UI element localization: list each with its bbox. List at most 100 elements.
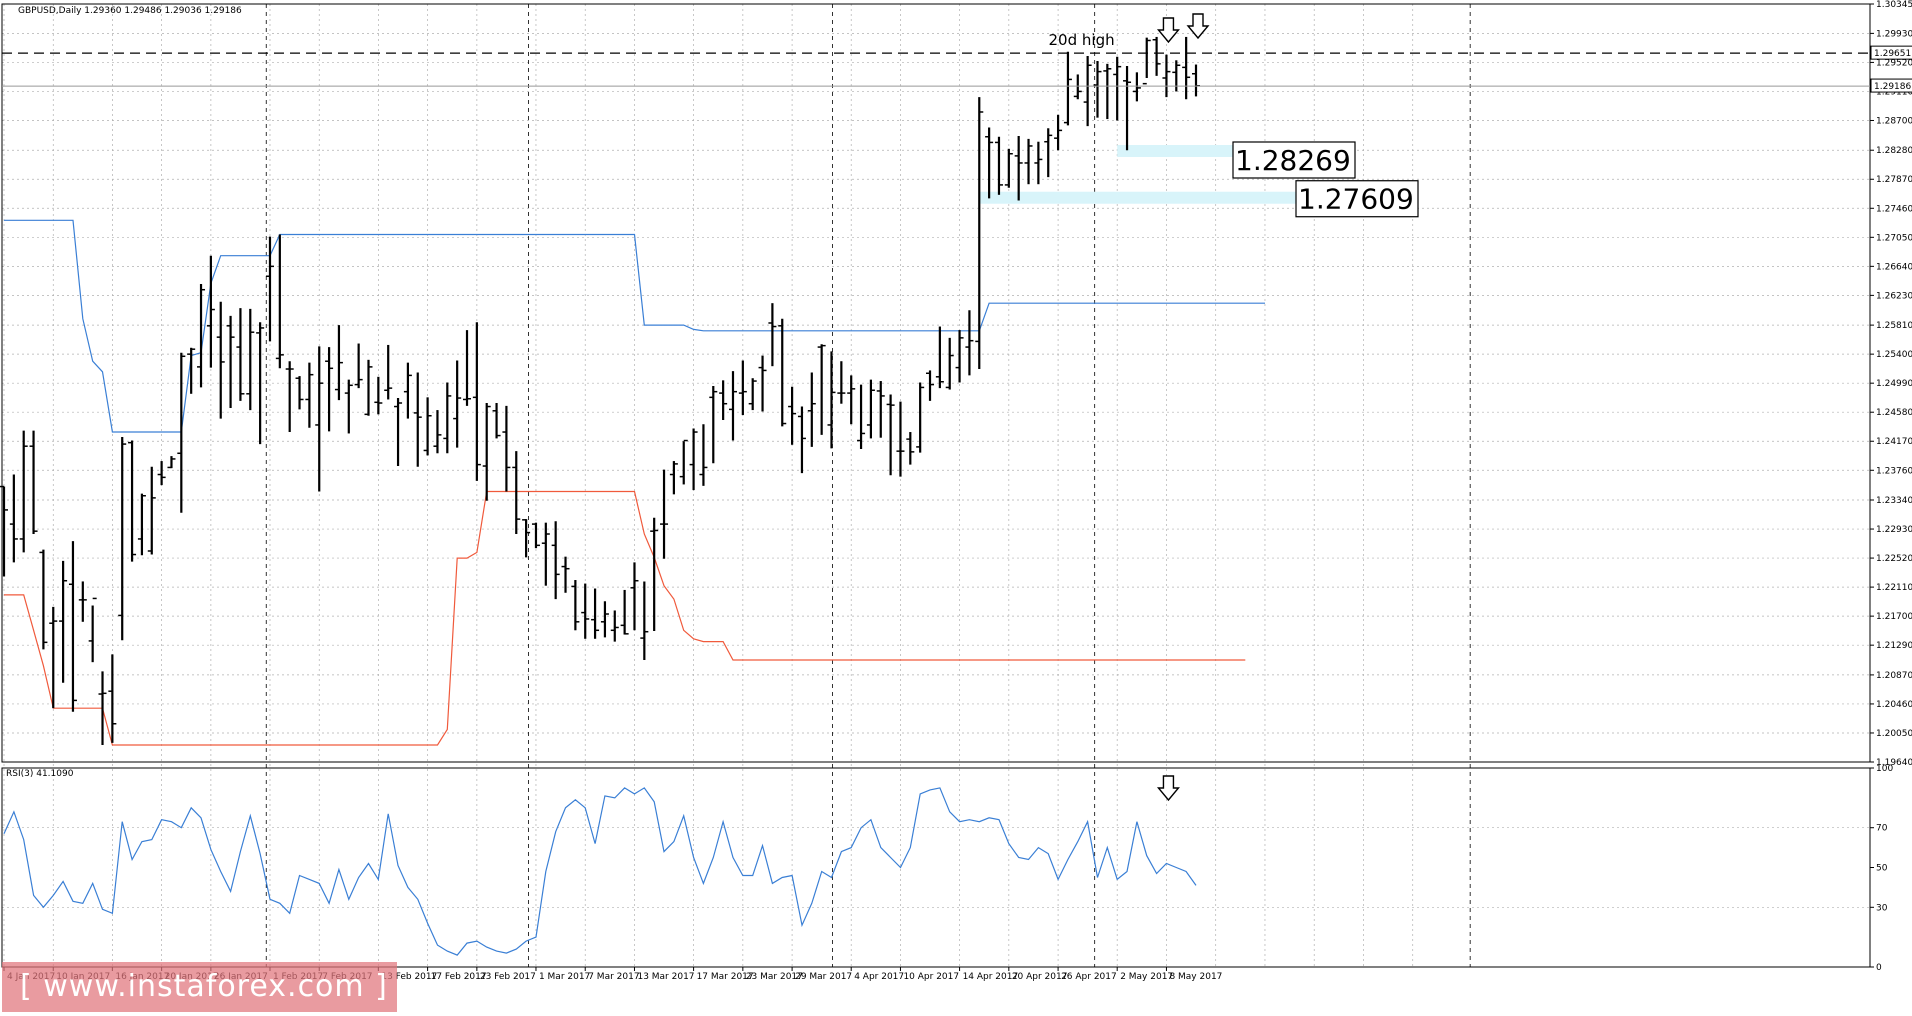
support-label: 1.27609 bbox=[1298, 183, 1414, 216]
ohlc-bar bbox=[788, 386, 797, 445]
chart-title: GBPUSD,Daily 1.29360 1.29486 1.29036 1.2… bbox=[18, 6, 242, 16]
y-tick-label: 1.22110 bbox=[1876, 583, 1912, 593]
ohlc-bar bbox=[39, 549, 48, 650]
ohlc-bar bbox=[512, 451, 521, 534]
down-arrow-icon bbox=[1156, 775, 1180, 802]
x-tick-label: 4 Apr 2017 bbox=[854, 972, 904, 982]
y-tick-label: 1.24170 bbox=[1876, 437, 1912, 447]
ohlc-bars bbox=[0, 36, 1200, 746]
ohlc-bar bbox=[630, 562, 639, 631]
label-20d-high: 20d high bbox=[1049, 31, 1115, 49]
ohlc-bar bbox=[1182, 36, 1191, 100]
y-tick-label: 1.27460 bbox=[1876, 204, 1912, 214]
ohlc-bar bbox=[256, 322, 265, 445]
y-tick-label: 1.22520 bbox=[1876, 554, 1912, 564]
ohlc-bar bbox=[955, 330, 964, 383]
support-label-box bbox=[1295, 180, 1419, 218]
ohlc-bar bbox=[581, 583, 590, 639]
y-tick-label: 1.28280 bbox=[1876, 146, 1912, 156]
ohlc-bar bbox=[768, 303, 777, 367]
ohlc-bar bbox=[315, 346, 324, 492]
ohlc-bar bbox=[906, 432, 915, 465]
ohlc-bar bbox=[354, 343, 363, 389]
y-tick-label: 1.27870 bbox=[1876, 175, 1912, 185]
ohlc-bar bbox=[571, 580, 580, 631]
x-tick-label: 2 May 2017 bbox=[1120, 972, 1173, 982]
ohlc-bar bbox=[886, 394, 895, 476]
ohlc-bar bbox=[1063, 51, 1072, 126]
ohlc-bar bbox=[19, 430, 28, 553]
ohlc-bar bbox=[610, 610, 619, 642]
x-tick-label: 7 Mar 2017 bbox=[588, 972, 639, 982]
ohlc-bar bbox=[551, 521, 560, 600]
y-tick-label: 1.29520 bbox=[1876, 58, 1912, 68]
ohlc-bar bbox=[600, 601, 609, 638]
ohlc-bar bbox=[108, 654, 117, 743]
ohlc-bar bbox=[463, 330, 472, 406]
ohlc-bar bbox=[492, 403, 501, 439]
ohlc-bar bbox=[1142, 37, 1151, 85]
ohlc-bar bbox=[896, 401, 905, 477]
rsi-panel bbox=[3, 787, 1197, 956]
ohlc-bar bbox=[699, 424, 708, 486]
ohlc-bar bbox=[147, 466, 156, 555]
ohlc-bar bbox=[1123, 65, 1132, 151]
ohlc-bar bbox=[640, 581, 649, 661]
down-arrow-icon bbox=[1186, 13, 1210, 40]
ohlc-bar bbox=[1014, 136, 1023, 201]
rsi-y-tick-label: 50 bbox=[1876, 864, 1888, 874]
ohlc-bar bbox=[137, 493, 146, 556]
ohlc-bar bbox=[157, 461, 166, 486]
ohlc-bar bbox=[758, 355, 767, 412]
ohlc-bar bbox=[374, 376, 383, 415]
ohlc-bar bbox=[423, 397, 432, 456]
y-tick-label: 1.26230 bbox=[1876, 291, 1912, 301]
ohlc-bar bbox=[305, 362, 314, 428]
y-tick-label: 1.23340 bbox=[1876, 496, 1912, 506]
ohlc-bar bbox=[265, 236, 274, 342]
ohlc-bar bbox=[728, 371, 737, 441]
ohlc-bar bbox=[817, 344, 826, 435]
ohlc-bar bbox=[78, 581, 87, 622]
ohlc-bar bbox=[660, 469, 669, 559]
ohlc-bar bbox=[275, 234, 284, 369]
ohlc-bar bbox=[394, 398, 403, 467]
ohlc-bar bbox=[807, 372, 816, 447]
ohlc-bar bbox=[29, 430, 38, 534]
ohlc-bar bbox=[334, 325, 343, 401]
price-box-label: 1.29186 bbox=[1874, 82, 1911, 92]
rsi-y-tick-label: 0 bbox=[1876, 963, 1882, 973]
ohlc-bar bbox=[1083, 56, 1092, 127]
ohlc-bar bbox=[453, 360, 462, 448]
ohlc-bar bbox=[206, 255, 215, 368]
ohlc-bar bbox=[748, 378, 757, 411]
ohlc-bar bbox=[994, 136, 1003, 195]
y-tick-label: 1.25400 bbox=[1876, 350, 1912, 360]
y-tick-label: 1.25810 bbox=[1876, 321, 1912, 331]
ohlc-bar bbox=[197, 284, 206, 388]
x-tick-label: 20 Apr 2017 bbox=[1012, 972, 1068, 982]
ohlc-bar bbox=[926, 370, 935, 401]
ohlc-bar bbox=[295, 376, 304, 410]
ohlc-bar bbox=[1103, 63, 1112, 120]
price-channel bbox=[4, 219, 1265, 746]
ohlc-bar bbox=[118, 436, 127, 641]
ohlc-bar bbox=[59, 560, 68, 683]
down-arrow-icon bbox=[1156, 17, 1180, 44]
ohlc-bar bbox=[1054, 114, 1063, 151]
ohlc-bar bbox=[1034, 141, 1043, 185]
ohlc-bar bbox=[216, 301, 225, 419]
ohlc-bar bbox=[344, 379, 353, 434]
x-tick-label: 10 Apr 2017 bbox=[903, 972, 959, 982]
ohlc-bar bbox=[236, 308, 245, 401]
rsi-y-tick-label: 100 bbox=[1876, 764, 1893, 774]
support-label-box bbox=[1232, 141, 1356, 179]
y-tick-label: 1.20050 bbox=[1876, 729, 1912, 739]
lower-channel-line bbox=[4, 490, 1246, 746]
x-tick-label: 23 Mar 2017 bbox=[746, 972, 803, 982]
y-tick-label: 1.21290 bbox=[1876, 641, 1912, 651]
y-tick-label: 1.24990 bbox=[1876, 379, 1912, 389]
ohlc-bar bbox=[384, 344, 393, 400]
ohlc-bar bbox=[857, 384, 866, 450]
x-tick-label: 1 Mar 2017 bbox=[539, 972, 590, 982]
